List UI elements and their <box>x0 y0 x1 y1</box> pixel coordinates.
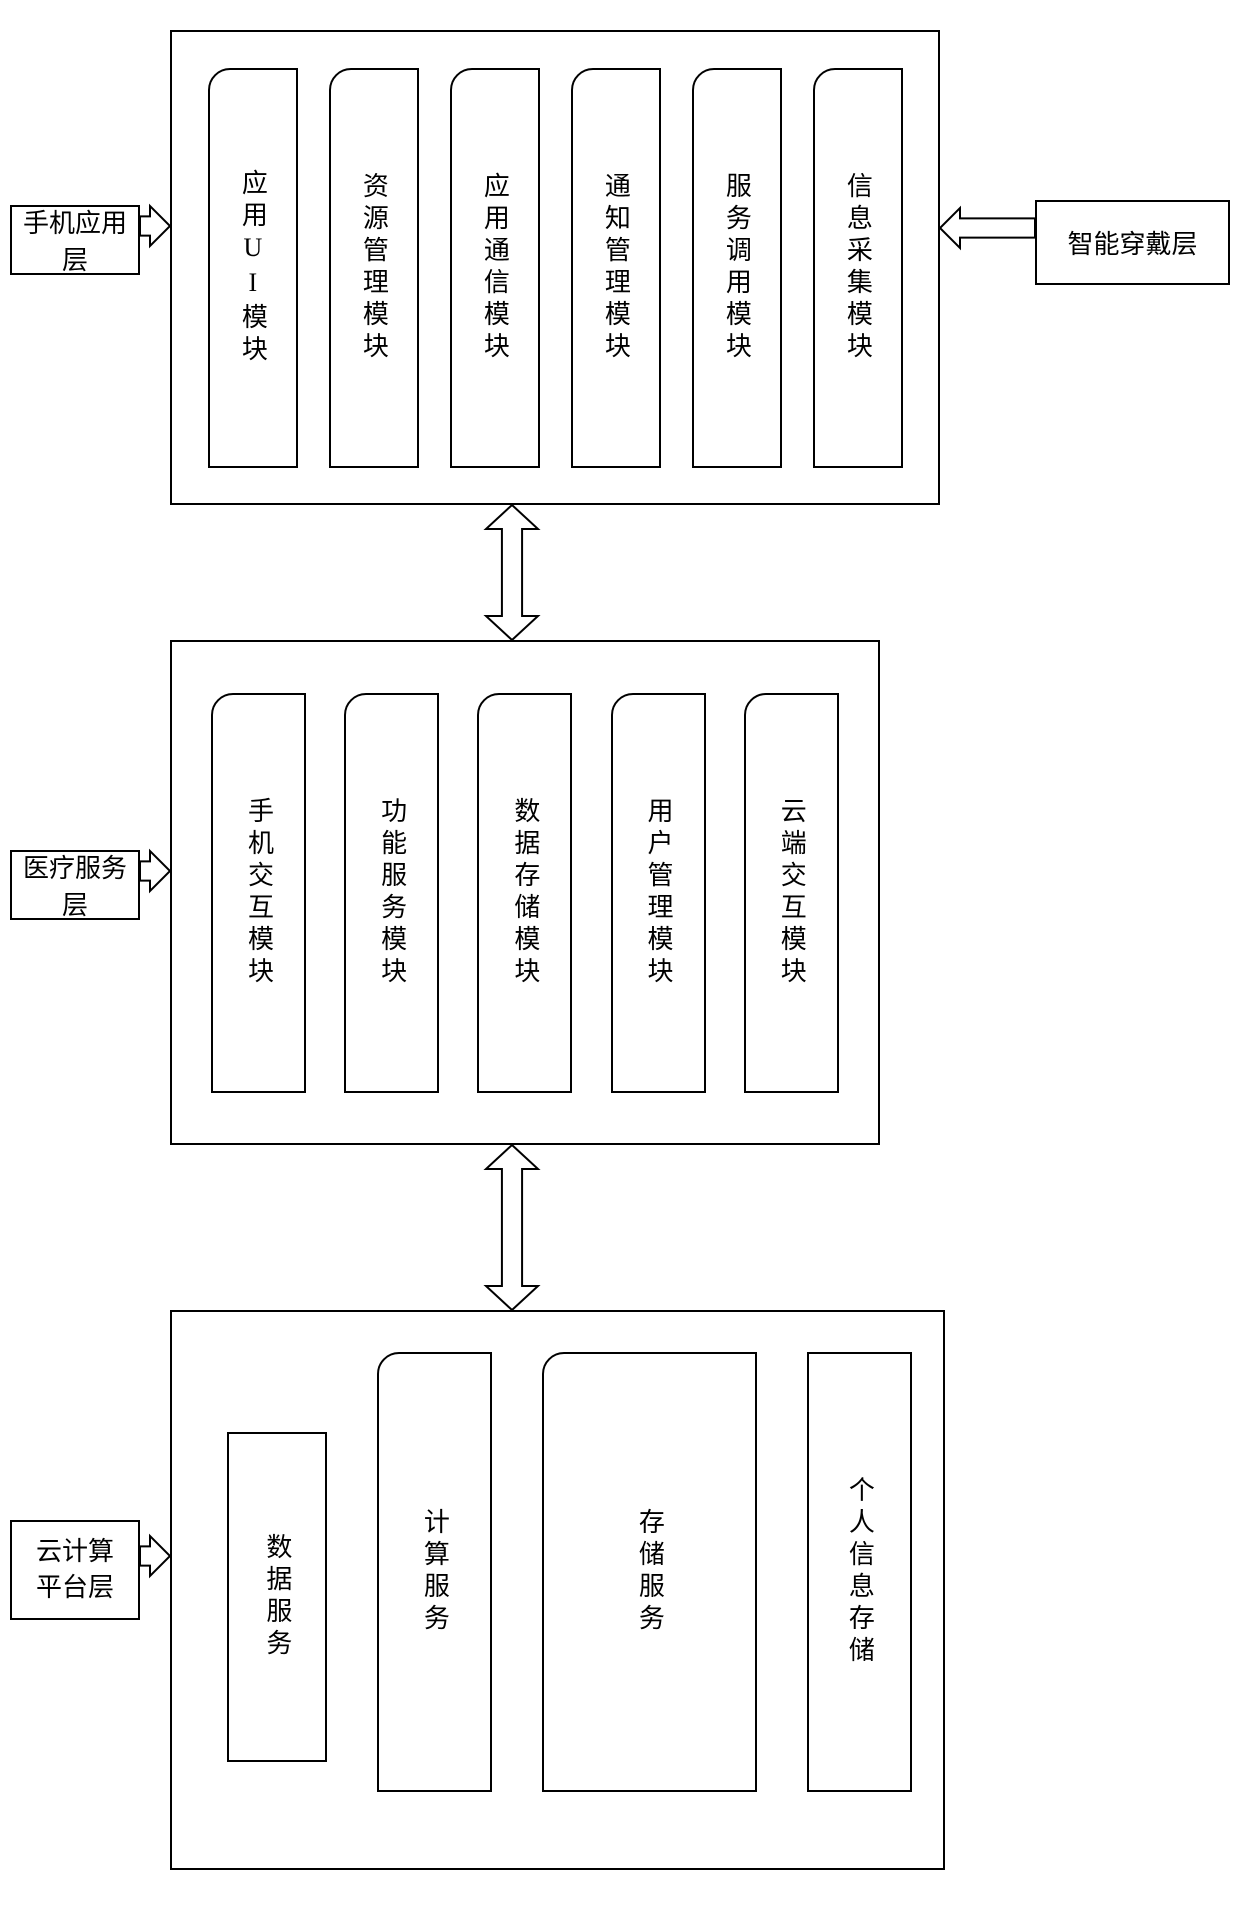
module: 存储服务 <box>542 1352 757 1792</box>
module-label: 数据存储模块 <box>508 797 542 989</box>
medical-layer: 医疗服务层 <box>10 850 140 920</box>
module-label: 云端交互模块 <box>774 797 808 989</box>
module: 手机交互模块 <box>211 693 306 1093</box>
module: 个人信息存储 <box>807 1352 912 1792</box>
module-label: 信息采集模块 <box>841 172 875 364</box>
module-label: 服务调用模块 <box>720 172 754 364</box>
a-top-mid <box>484 505 540 640</box>
module-label: 存储服务 <box>633 1508 667 1636</box>
module: 用户管理模块 <box>611 693 706 1093</box>
module: 信息采集模块 <box>813 68 903 468</box>
a-mobile-top <box>140 204 170 248</box>
module: 通知管理模块 <box>571 68 661 468</box>
a-mid-bot <box>484 1145 540 1310</box>
module-label: 个人信息存储 <box>843 1476 877 1668</box>
mobile-app-layer: 手机应用层 <box>10 205 140 275</box>
diagram-canvas: 应用UI模块 资源管理模块 应用通信模块 通知管理模块 服务调用模块 信息采集模块手机交互… <box>0 0 1240 1922</box>
module: 资源管理模块 <box>329 68 419 468</box>
a-wear-top <box>940 206 1035 250</box>
module-label: 通知管理模块 <box>599 172 633 364</box>
module-label: 应用UI模块 <box>236 169 270 367</box>
module-label: 资源管理模块 <box>357 172 391 364</box>
module: 服务调用模块 <box>692 68 782 468</box>
module: 计算服务 <box>377 1352 492 1792</box>
layer-bottom: 数据服务 计算服务 存储服务 个人信息存储 <box>170 1310 945 1870</box>
module-label: 应用通信模块 <box>478 172 512 364</box>
module: 功能服务模块 <box>344 693 439 1093</box>
module-label: 功能服务模块 <box>375 797 409 989</box>
module: 数据存储模块 <box>477 693 572 1093</box>
module-label: 手机交互模块 <box>242 797 276 989</box>
module: 应用UI模块 <box>208 68 298 468</box>
layer-middle: 手机交互模块 功能服务模块 数据存储模块 用户管理模块 云端交互模块 <box>170 640 880 1145</box>
cloud-layer: 云计算平台层 <box>10 1520 140 1620</box>
layer-top: 应用UI模块 资源管理模块 应用通信模块 通知管理模块 服务调用模块 信息采集模块 <box>170 30 940 505</box>
module: 云端交互模块 <box>744 693 839 1093</box>
module-label: 计算服务 <box>418 1508 452 1636</box>
module: 应用通信模块 <box>450 68 540 468</box>
module: 数据服务 <box>227 1432 327 1762</box>
module-label: 数据服务 <box>260 1533 294 1661</box>
a-medical-mid <box>140 849 170 893</box>
a-cloud-bot <box>140 1534 170 1578</box>
module-label: 用户管理模块 <box>641 797 675 989</box>
smart-wear-layer: 智能穿戴层 <box>1035 200 1230 285</box>
